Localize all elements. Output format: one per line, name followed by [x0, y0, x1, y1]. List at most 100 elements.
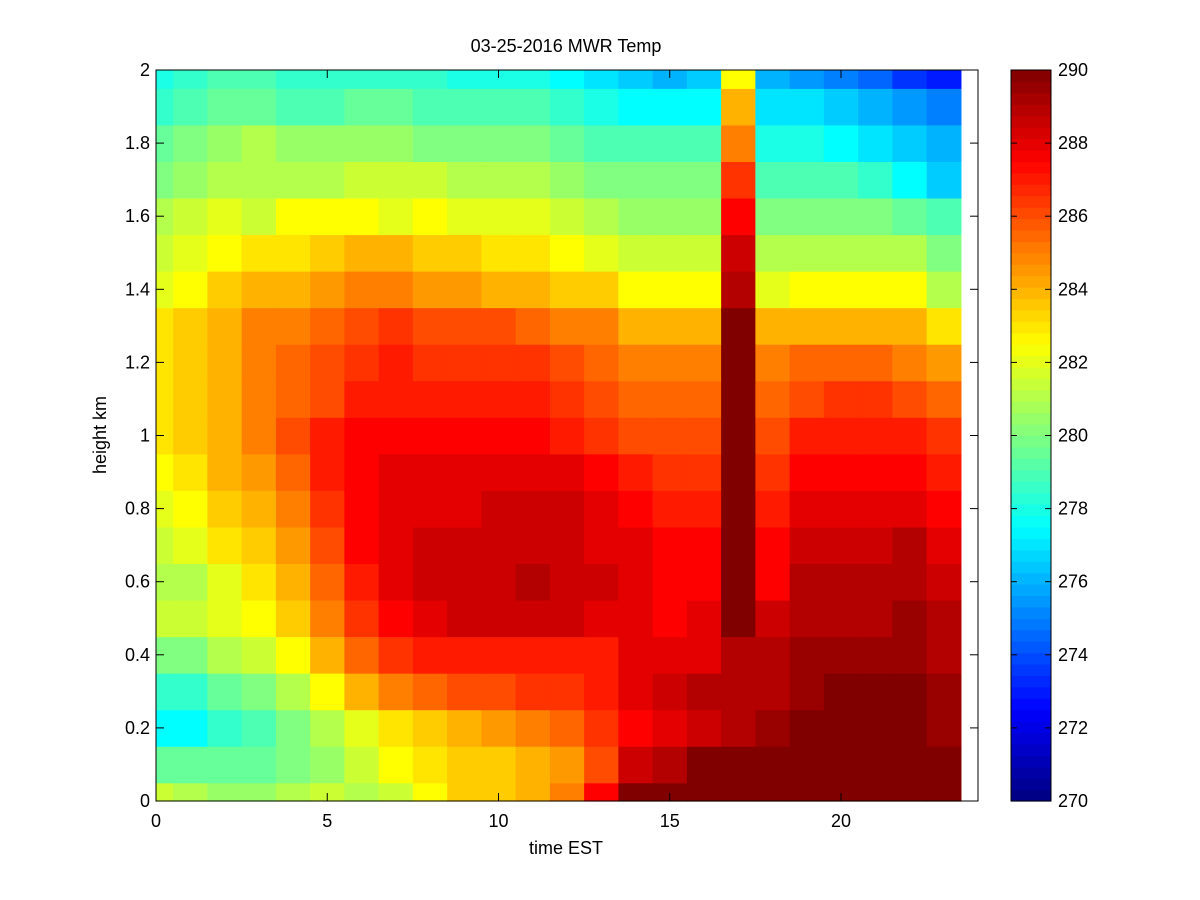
heatmap-cell [241, 161, 277, 199]
heatmap-cell [892, 307, 928, 345]
heatmap-cell [412, 344, 448, 382]
heatmap-cell [789, 490, 825, 528]
heatmap-cell [858, 380, 893, 418]
heatmap-cell [310, 88, 345, 126]
heatmap-cell [310, 417, 345, 455]
heatmap-cell [618, 380, 654, 418]
heatmap-cell [721, 526, 756, 565]
heatmap-cell [549, 124, 585, 162]
heatmap-cell [823, 673, 859, 711]
heatmap-cell [721, 70, 756, 89]
heatmap-cell [652, 271, 688, 309]
heatmap-cell [275, 88, 311, 126]
heatmap-cell [173, 599, 208, 638]
heatmap-cell [584, 490, 619, 528]
heatmap-cell [618, 526, 654, 565]
heatmap-cell [481, 746, 517, 784]
heatmap-cell [584, 526, 619, 565]
y-tick-label: 0 [140, 791, 150, 811]
heatmap-cell [721, 197, 756, 236]
heatmap-cell [173, 746, 208, 784]
heatmap-cell [549, 453, 585, 491]
colorbar-swatch [1011, 743, 1051, 756]
colorbar-swatch [1011, 572, 1051, 585]
x-axis: 0 5 10 15 20 [151, 70, 851, 831]
heatmap-cell [241, 234, 277, 272]
heatmap-cell [515, 380, 551, 418]
heatmap-cell [207, 88, 243, 126]
heatmap-cell [755, 234, 791, 272]
heatmap-cell [378, 673, 414, 711]
heatmap-cell [926, 636, 962, 674]
heatmap-cell [823, 234, 859, 272]
heatmap-cell [344, 88, 380, 126]
heatmap-cell [241, 526, 277, 565]
heatmap-cell [344, 344, 380, 382]
heatmap-cell [412, 271, 448, 309]
colorbar-swatch [1011, 446, 1051, 459]
heatmap-cell [173, 234, 208, 272]
colorbar-swatch [1011, 481, 1051, 494]
heatmap-cell [447, 782, 482, 802]
colorbar-swatch [1011, 583, 1051, 596]
heatmap-cell [858, 197, 893, 236]
colorbar-swatch [1011, 389, 1051, 402]
heatmap-cell [310, 307, 345, 345]
heatmap-cell [755, 161, 791, 199]
heatmap-cell [173, 673, 208, 711]
heatmap-cell [721, 88, 756, 126]
heatmap-cell [584, 599, 619, 638]
heatmap-cell [789, 380, 825, 418]
heatmap-cell [173, 197, 208, 236]
colorbar-swatch [1011, 70, 1051, 83]
heatmap-cell [156, 344, 174, 382]
heatmap-cell [686, 234, 722, 272]
colorbar-swatch [1011, 275, 1051, 288]
y-tick-label: 2 [140, 60, 150, 80]
colorbar-swatch [1011, 332, 1051, 345]
heatmap-cell [652, 197, 688, 236]
heatmap-cell [686, 453, 722, 491]
heatmap-cell [344, 197, 380, 236]
colorbar-swatch [1011, 401, 1051, 414]
heatmap-cell [926, 709, 962, 747]
heatmap-cell [584, 124, 619, 162]
heatmap-cell [652, 124, 688, 162]
heatmap-cell [447, 161, 482, 199]
heatmap-cell [447, 526, 482, 565]
heatmap-cell [173, 490, 208, 528]
heatmap-cell [481, 453, 517, 491]
heatmap-cell [207, 70, 243, 89]
heatmap-cell [584, 636, 619, 674]
colorbar-swatch [1011, 298, 1051, 311]
heatmap-cell [755, 490, 791, 528]
heatmap-cell [721, 307, 756, 345]
heatmap-cell [721, 673, 756, 711]
heatmap-cell [378, 636, 414, 674]
colorbar-swatch [1011, 492, 1051, 505]
heatmap-cell [207, 307, 243, 345]
heatmap-cell [344, 417, 380, 455]
heatmap-cell [241, 271, 277, 309]
heatmap-cell [310, 197, 345, 236]
y-tick-label: 1.4 [125, 279, 150, 299]
heatmap-cell [275, 746, 311, 784]
heatmap-cell [721, 490, 756, 528]
heatmap-cell [173, 380, 208, 418]
heatmap-cell [858, 344, 893, 382]
heatmap-cell [447, 563, 482, 601]
colorbar-swatch [1011, 264, 1051, 277]
heatmap-cell [755, 88, 791, 126]
heatmap-cell [858, 490, 893, 528]
heatmap-cell [926, 124, 962, 162]
y-tick-label: 1.8 [125, 133, 150, 153]
heatmap-cell [652, 453, 688, 491]
heatmap-cell [412, 307, 448, 345]
heatmap-cell [412, 70, 448, 89]
heatmap-cell [789, 307, 825, 345]
heatmap-cell [412, 234, 448, 272]
colorbar-axis: 270 272 274 276 278 280 282 284 286 288 290 [1011, 60, 1088, 811]
heatmap-cell [858, 673, 893, 711]
heatmap-cell [618, 88, 654, 126]
heatmap-cell [447, 197, 482, 236]
